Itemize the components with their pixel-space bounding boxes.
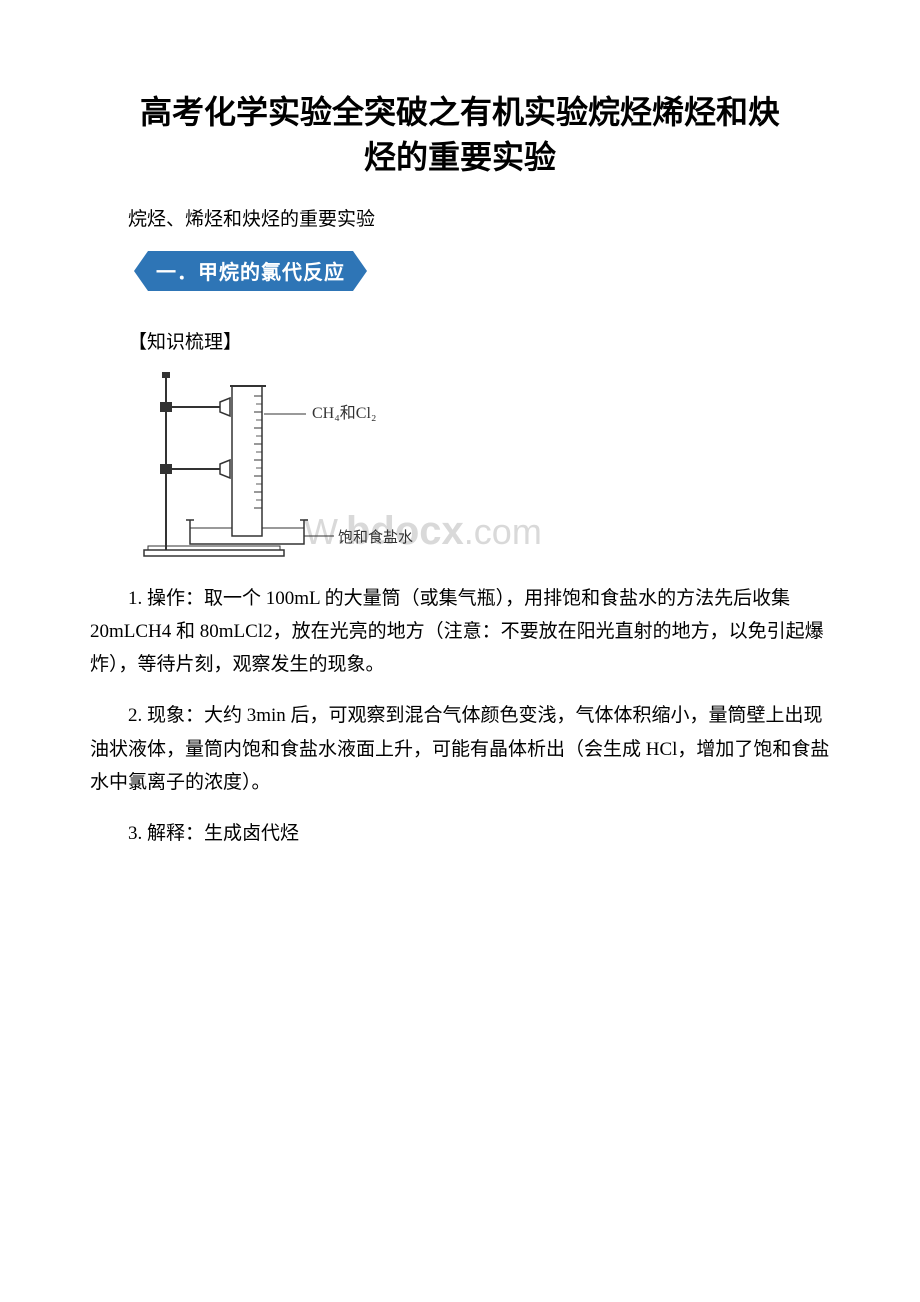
title-line-2: 烃的重要实验 xyxy=(364,139,556,175)
paragraph-3: 3. 解释：生成卤代烃 xyxy=(90,817,830,850)
label-ch4-cl2: CH₄和Cl₂ xyxy=(312,404,377,422)
apparatus-svg: CH₄和Cl₂ 饱和食盐水 xyxy=(134,364,694,564)
section-banner: 一．甲烷的氯代反应 xyxy=(134,251,367,291)
label-salt-water: 饱和食盐水 xyxy=(338,529,413,546)
paragraph-2: 2. 现象：大约 3min 后，可观察到混合气体颜色变浅，气体体积缩小，量筒壁上… xyxy=(90,699,830,799)
banner-arrow-right xyxy=(353,251,367,291)
banner-text: 一．甲烷的氯代反应 xyxy=(148,251,353,291)
subtitle: 烷烃、烯烃和炔烃的重要实验 xyxy=(90,204,830,231)
banner-arrow-left xyxy=(134,251,148,291)
knowledge-heading: 【知识梳理】 xyxy=(90,327,830,354)
title-line-1: 高考化学实验全突破之有机实验烷烃烯烃和炔 xyxy=(140,94,780,130)
apparatus-diagram: CH₄和Cl₂ 饱和食盐水 W. bdocx .com xyxy=(134,364,694,564)
page-title: 高考化学实验全突破之有机实验烷烃烯烃和炔 烃的重要实验 xyxy=(90,90,830,180)
paragraph-1: 1. 操作：取一个 100mL 的大量筒（或集气瓶），用排饱和食盐水的方法先后收… xyxy=(90,582,830,682)
